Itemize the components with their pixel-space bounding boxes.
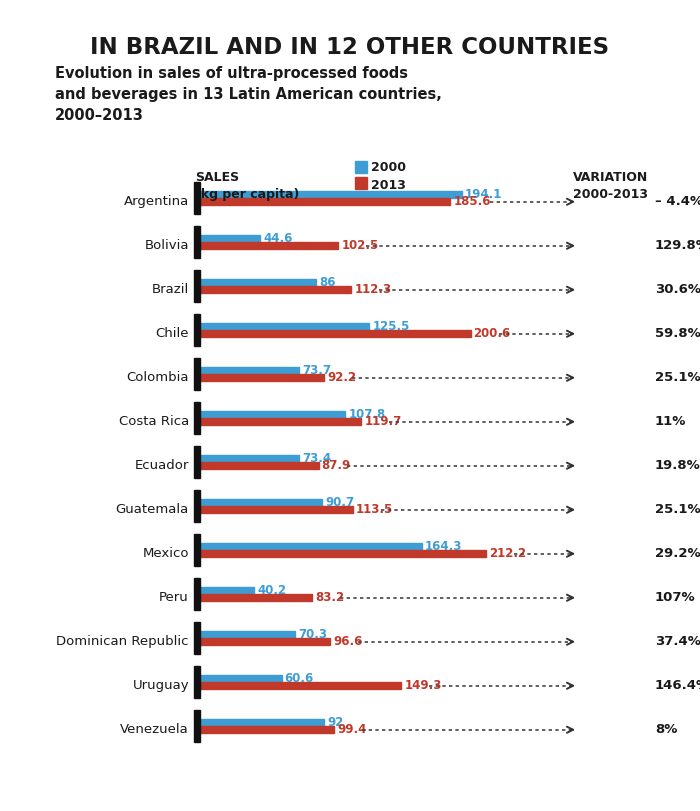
- Bar: [200, 454, 299, 462]
- Text: Bolivia: Bolivia: [144, 239, 189, 252]
- Text: Chile: Chile: [155, 328, 189, 341]
- Text: Mexico: Mexico: [143, 547, 189, 560]
- Text: Ecuador: Ecuador: [134, 459, 189, 472]
- Text: 164.3: 164.3: [425, 540, 462, 553]
- Text: Argentina: Argentina: [124, 195, 189, 208]
- Text: 107.8: 107.8: [349, 408, 386, 421]
- Bar: [200, 550, 486, 557]
- Text: 44.6: 44.6: [263, 232, 293, 245]
- Text: 25.1%: 25.1%: [655, 371, 700, 384]
- Bar: [194, 578, 200, 610]
- Text: Venezuela: Venezuela: [120, 723, 189, 736]
- Bar: [194, 314, 200, 346]
- Text: 99.4: 99.4: [337, 723, 366, 736]
- Text: 37.4%: 37.4%: [655, 635, 700, 648]
- Text: 194.1: 194.1: [465, 188, 502, 201]
- Bar: [194, 182, 200, 214]
- Bar: [200, 543, 421, 550]
- Text: 25.1%: 25.1%: [655, 504, 700, 517]
- Text: 102.5: 102.5: [342, 239, 379, 252]
- Text: Peru: Peru: [160, 591, 189, 604]
- Text: 113.5: 113.5: [356, 504, 393, 517]
- Text: Evolution in sales of ultra-processed foods
and beverages in 13 Latin American c: Evolution in sales of ultra-processed fo…: [55, 66, 442, 123]
- Text: 129.8%: 129.8%: [655, 239, 700, 252]
- Bar: [194, 226, 200, 258]
- Text: Dominican Republic: Dominican Republic: [57, 635, 189, 648]
- Bar: [200, 234, 260, 242]
- Bar: [200, 462, 318, 470]
- Bar: [200, 586, 254, 594]
- Text: VARIATION
2000-2013: VARIATION 2000-2013: [573, 171, 648, 201]
- Bar: [200, 330, 470, 337]
- Text: 11%: 11%: [655, 415, 687, 428]
- Bar: [355, 177, 367, 189]
- Bar: [194, 270, 200, 302]
- Bar: [200, 191, 462, 198]
- Bar: [200, 374, 324, 381]
- Text: Colombia: Colombia: [127, 371, 189, 384]
- Text: Costa Rica: Costa Rica: [119, 415, 189, 428]
- Text: 40.2: 40.2: [257, 584, 286, 597]
- Text: 29.2%: 29.2%: [655, 547, 700, 560]
- Text: 8%: 8%: [655, 723, 678, 736]
- Text: 87.9: 87.9: [321, 459, 351, 472]
- Text: – 4.4%: – 4.4%: [655, 195, 700, 208]
- Text: 107%: 107%: [655, 591, 696, 604]
- Text: Guatemala: Guatemala: [116, 504, 189, 517]
- Text: 112.3: 112.3: [354, 283, 391, 296]
- Text: 60.6: 60.6: [285, 672, 314, 684]
- Bar: [194, 666, 200, 698]
- Bar: [194, 710, 200, 742]
- Bar: [200, 682, 401, 689]
- Text: 149.3: 149.3: [405, 680, 442, 693]
- Bar: [194, 534, 200, 566]
- Bar: [200, 242, 338, 250]
- Bar: [200, 499, 322, 506]
- Text: 146.4%: 146.4%: [655, 680, 700, 693]
- Text: Brazil: Brazil: [152, 283, 189, 296]
- Bar: [200, 726, 334, 733]
- Text: 90.7: 90.7: [326, 496, 354, 508]
- Text: 185.6: 185.6: [454, 195, 491, 208]
- Text: IN BRAZIL AND IN 12 OTHER COUNTRIES: IN BRAZIL AND IN 12 OTHER COUNTRIES: [90, 36, 610, 59]
- Text: 125.5: 125.5: [372, 320, 410, 333]
- Text: 92.2: 92.2: [328, 371, 356, 384]
- Bar: [200, 638, 330, 646]
- Bar: [200, 594, 312, 602]
- Bar: [200, 278, 316, 286]
- Text: 83.2: 83.2: [315, 591, 344, 604]
- Bar: [200, 675, 281, 682]
- Text: 59.8%: 59.8%: [655, 328, 700, 341]
- Bar: [355, 161, 367, 173]
- Bar: [200, 367, 300, 374]
- Bar: [194, 402, 200, 434]
- Bar: [194, 622, 200, 654]
- Text: 30.6%: 30.6%: [655, 283, 700, 296]
- Text: 73.7: 73.7: [302, 364, 331, 377]
- Bar: [200, 410, 345, 418]
- Bar: [200, 323, 370, 330]
- Bar: [194, 446, 200, 478]
- Text: 96.6: 96.6: [333, 635, 363, 648]
- Text: 200.6: 200.6: [474, 328, 511, 341]
- Bar: [200, 286, 351, 294]
- Bar: [200, 506, 353, 513]
- Text: 86: 86: [319, 276, 335, 289]
- Text: SALES
(kg per capita): SALES (kg per capita): [195, 171, 300, 201]
- Bar: [200, 198, 450, 205]
- Bar: [200, 418, 361, 426]
- Text: 73.4: 73.4: [302, 452, 331, 465]
- Text: 2013: 2013: [371, 179, 406, 192]
- Text: 19.8%: 19.8%: [655, 459, 700, 472]
- Bar: [194, 490, 200, 522]
- Text: 70.3: 70.3: [298, 628, 327, 641]
- Bar: [200, 719, 324, 726]
- Bar: [200, 630, 295, 638]
- Text: 92: 92: [327, 716, 344, 729]
- Bar: [194, 358, 200, 390]
- Text: 212.2: 212.2: [489, 547, 526, 560]
- Text: Uruguay: Uruguay: [132, 680, 189, 693]
- Text: 2000: 2000: [371, 161, 406, 174]
- Text: 119.7: 119.7: [365, 415, 402, 428]
